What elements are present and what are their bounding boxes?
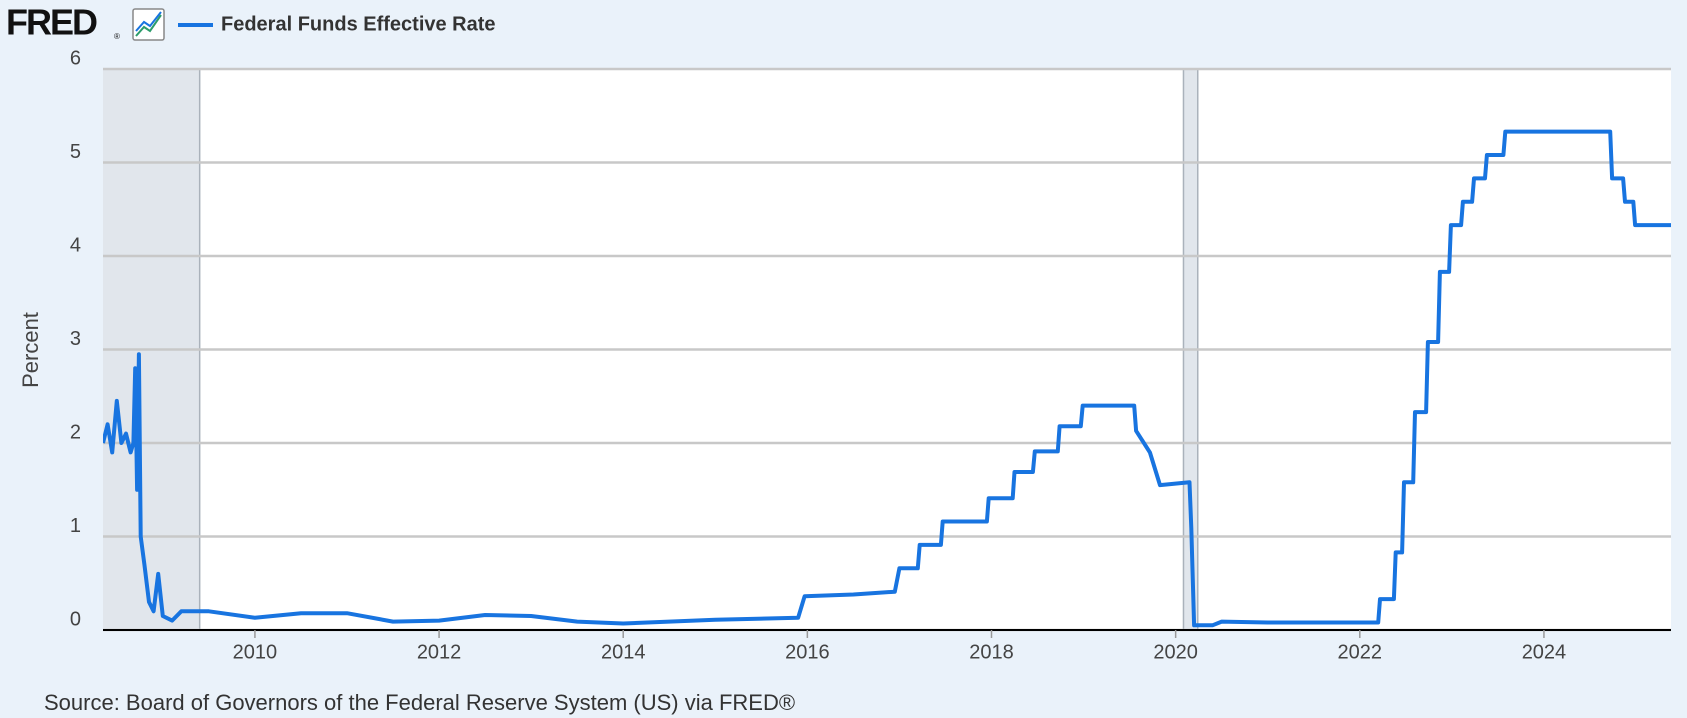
logo-mark: ®	[114, 32, 120, 41]
y-tick-label: 6	[70, 47, 81, 69]
x-tick-label: 2016	[785, 641, 830, 663]
y-tick-label: 4	[70, 234, 81, 256]
x-tick-label: 2022	[1338, 641, 1383, 663]
legend-label: Federal Funds Effective Rate	[221, 13, 496, 35]
y-tick-label: 2	[70, 421, 81, 443]
x-tick-label: 2020	[1153, 641, 1198, 663]
logo: FRED	[6, 2, 97, 43]
series-line	[103, 129, 1671, 628]
source: Source: Board of Governors of the Federa…	[44, 690, 795, 715]
x-tick-label: 2012	[417, 641, 462, 663]
y-axis-label: Percent	[18, 312, 43, 388]
grid	[103, 67, 1671, 632]
x-tick-label: 2018	[969, 641, 1014, 663]
series	[103, 129, 1671, 628]
x-tick-label: 2014	[601, 641, 646, 663]
y-tick-label: 5	[70, 141, 81, 163]
x-tick-label: 2024	[1522, 641, 1567, 663]
x-tick-label: 2010	[233, 641, 278, 663]
y-tick-label: 0	[70, 608, 81, 630]
y-tick-label: 1	[70, 515, 81, 537]
y-tick-label: 3	[70, 328, 81, 350]
logo-icon	[132, 8, 165, 41]
